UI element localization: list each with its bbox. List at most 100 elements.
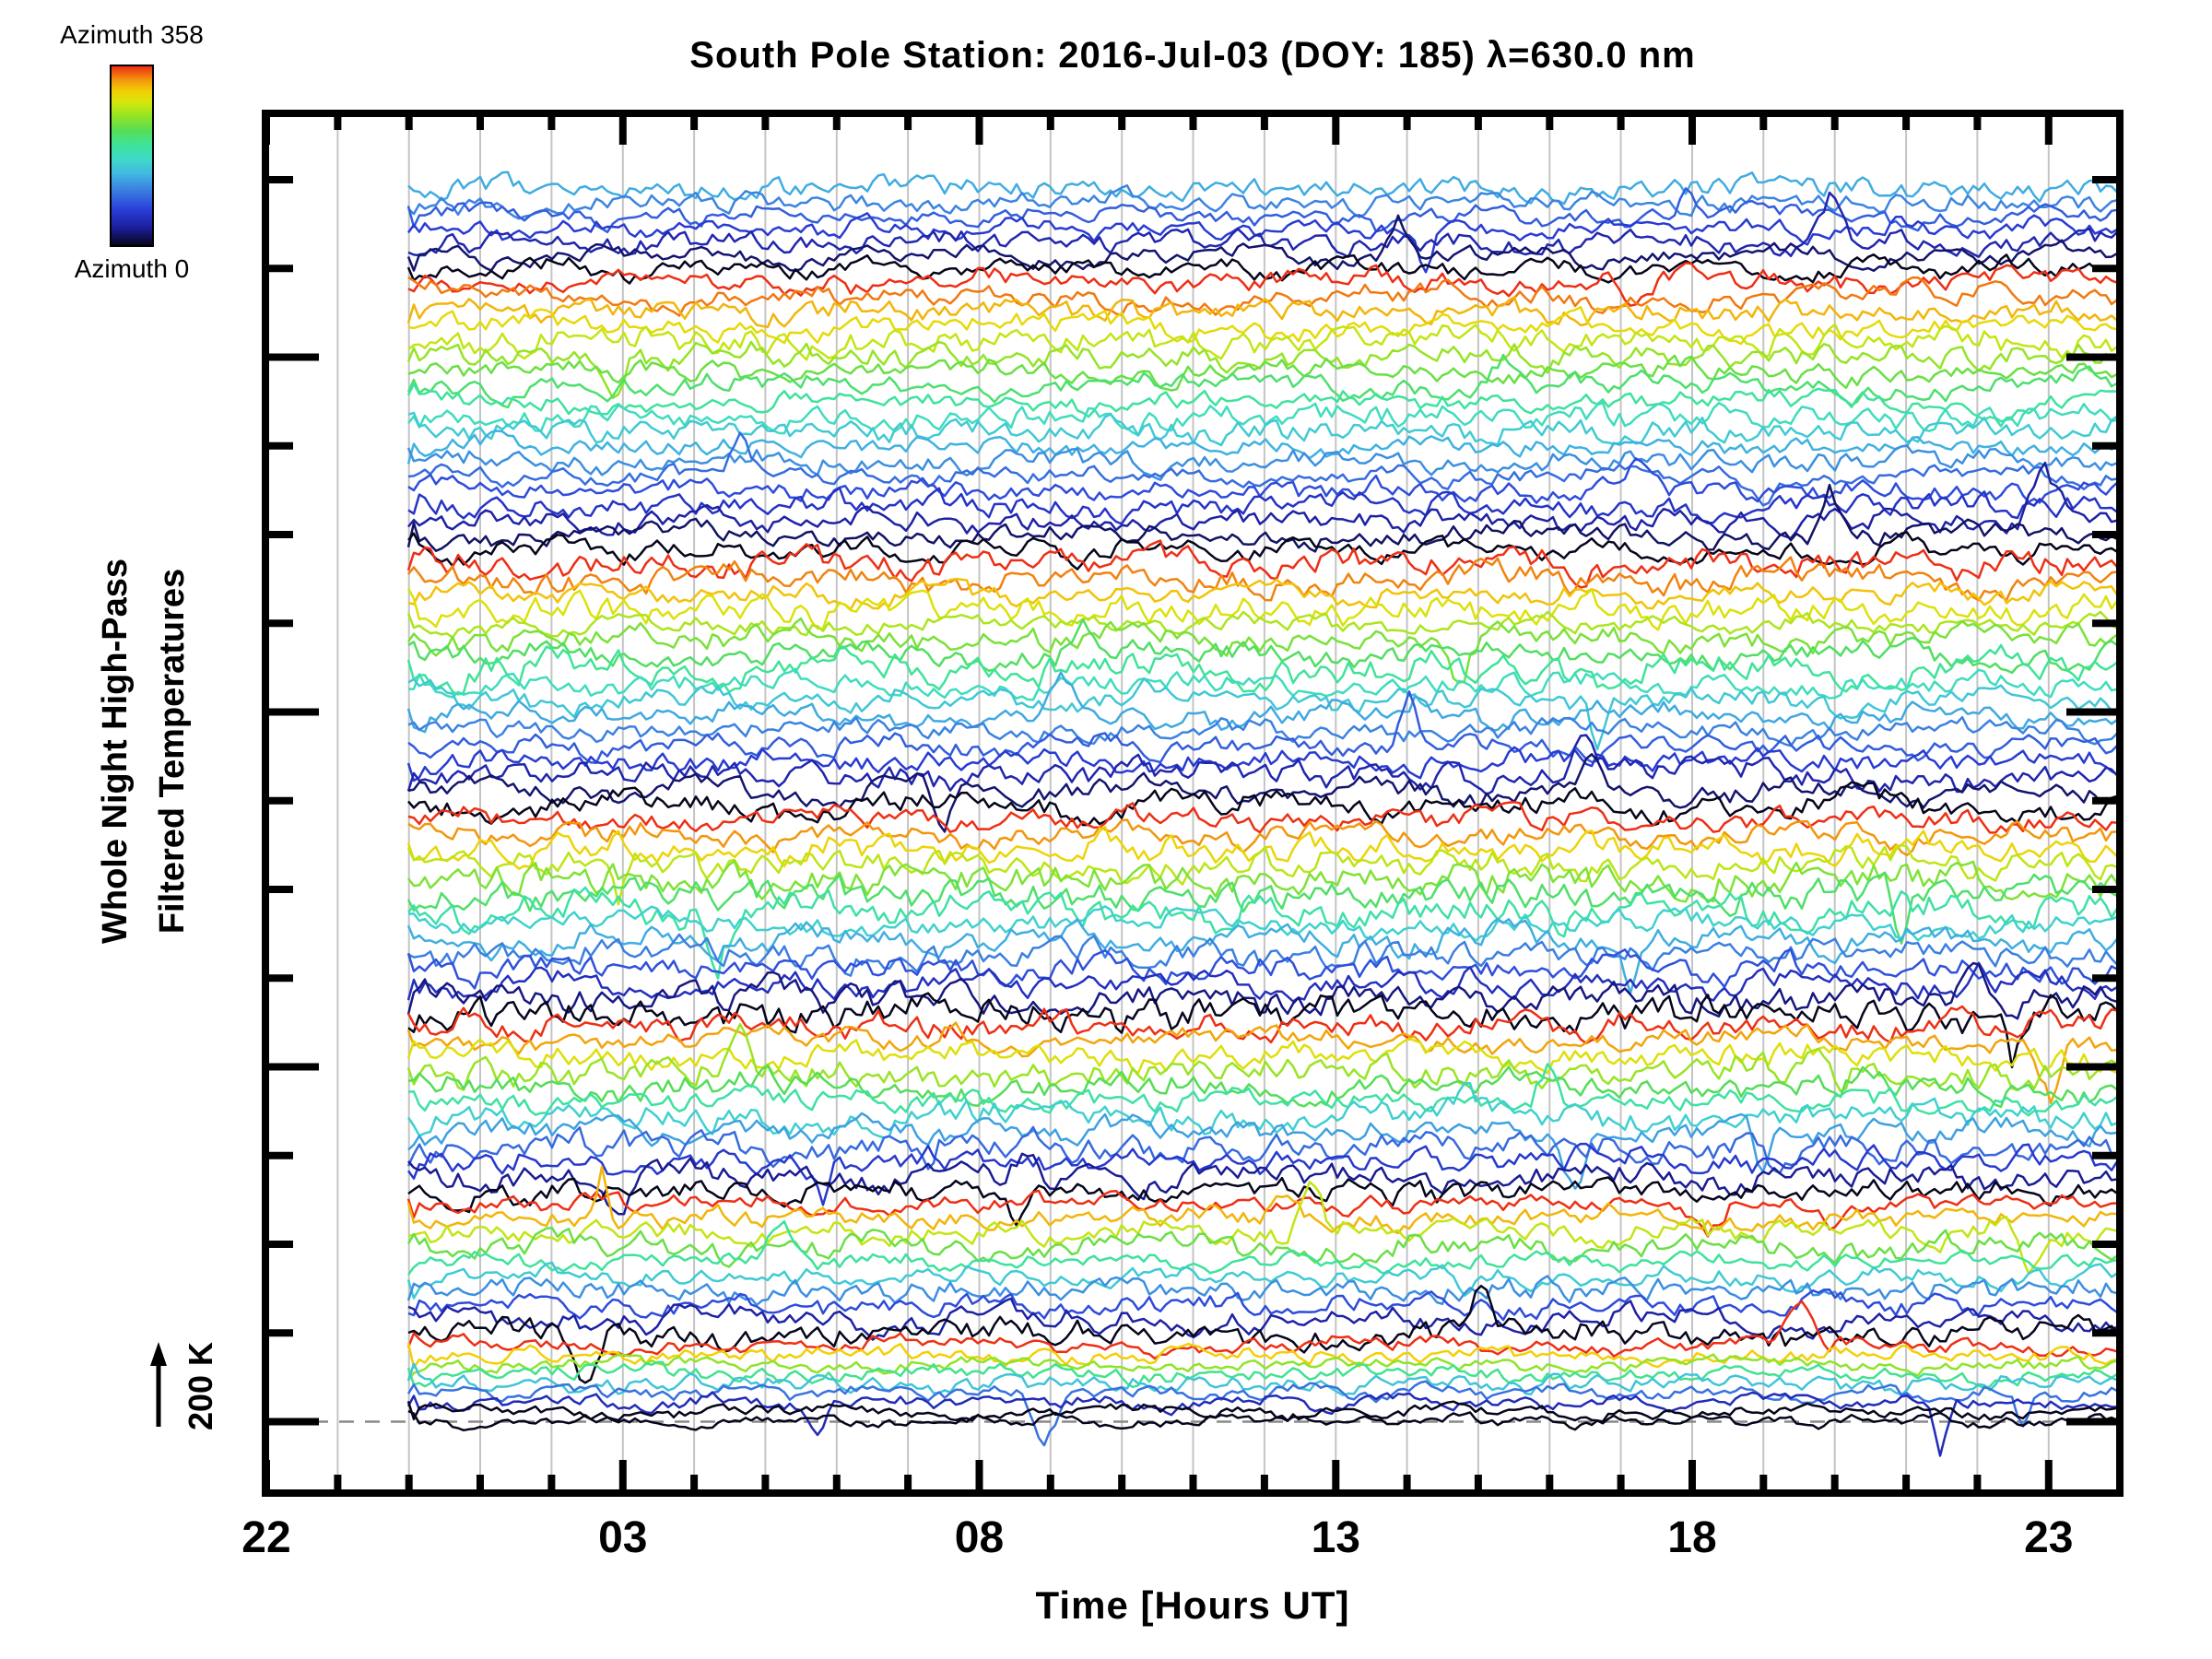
trace <box>407 1064 2121 1109</box>
trace <box>406 1342 2121 1369</box>
trace <box>406 617 2121 685</box>
trace <box>407 1297 2121 1341</box>
trace <box>407 401 2121 437</box>
plot-frame <box>262 110 2124 1497</box>
trace <box>406 643 2121 696</box>
colorbar <box>110 65 154 247</box>
trace <box>407 354 2121 392</box>
trace <box>406 253 2121 285</box>
trace <box>407 262 2121 307</box>
trace <box>407 1284 2121 1384</box>
trace <box>406 1125 2121 1175</box>
trace <box>407 556 2121 602</box>
trace <box>407 781 2121 827</box>
x-tick-label: 08 <box>955 1513 1004 1562</box>
trace <box>407 1176 2121 1227</box>
x-tick-label: 18 <box>1667 1513 1716 1562</box>
trace <box>407 323 2121 361</box>
colorbar-top-label: Azimuth 358 <box>60 20 204 49</box>
trace <box>406 1021 2121 1104</box>
trace <box>407 184 2121 220</box>
trace <box>406 1165 2121 1235</box>
x-tick-label: 13 <box>1312 1513 1360 1562</box>
trace <box>407 171 2121 206</box>
trace <box>407 677 2121 751</box>
trace <box>407 992 2121 1069</box>
trace <box>407 1152 2121 1216</box>
x-tick-label: 23 <box>2024 1513 2073 1562</box>
trace <box>407 1181 2121 1276</box>
trace <box>407 818 2121 857</box>
trace <box>407 191 2121 258</box>
x-tick-label: 22 <box>241 1513 290 1562</box>
trace <box>407 905 2121 942</box>
trace <box>407 1353 2121 1382</box>
trace <box>407 487 2121 525</box>
trace <box>406 429 2121 465</box>
y-scale-label: 200 K <box>182 1341 219 1431</box>
trace <box>407 1288 2121 1322</box>
trace <box>407 431 2121 507</box>
trace <box>406 587 2122 631</box>
scale-arrow-head <box>150 1342 167 1366</box>
trace <box>406 871 2121 945</box>
trace <box>407 801 2121 834</box>
trace <box>406 187 2121 234</box>
trace <box>406 734 2121 796</box>
trace <box>406 1037 2121 1076</box>
trace <box>406 296 2121 329</box>
trace <box>406 444 2121 481</box>
trace <box>407 577 2122 611</box>
trace <box>406 961 2121 1003</box>
trace <box>407 1409 2121 1432</box>
trace <box>407 305 2121 346</box>
y-axis-label: Whole Night High-Pass Filtered Temperatu… <box>87 290 201 1212</box>
trace <box>406 1005 2121 1045</box>
trace <box>406 214 2121 273</box>
trace <box>406 610 2121 639</box>
trace <box>407 753 2121 833</box>
trace <box>406 1391 2120 1457</box>
trace <box>406 1227 2121 1268</box>
y-axis-label-line2: Filtered Temperatures <box>153 568 192 935</box>
trace <box>406 1300 2121 1360</box>
trace <box>406 353 2121 409</box>
trace <box>406 1360 2121 1390</box>
trace <box>406 671 2121 734</box>
trace <box>407 667 2121 701</box>
trace <box>406 483 2121 553</box>
trace <box>406 1023 2121 1093</box>
trace <box>407 715 2121 747</box>
x-axis-title: Time [Hours UT] <box>1035 1583 1350 1627</box>
trace <box>406 1189 2121 1238</box>
trace <box>406 947 2121 990</box>
plot-title: South Pole Station: 2016-Jul-03 (DOY: 18… <box>689 35 1696 76</box>
trace <box>406 1362 2121 1396</box>
trace <box>406 961 2121 1020</box>
trace <box>406 1081 2121 1139</box>
trace <box>407 461 2121 540</box>
trace <box>406 212 2121 274</box>
ticks <box>263 115 2118 1491</box>
trace <box>407 690 2121 764</box>
x-tick-label: 03 <box>598 1513 647 1562</box>
colorbar-bottom-label: Azimuth 0 <box>74 254 190 283</box>
x-tick-labels: 22 03 08 13 18 23 <box>241 1513 2073 1562</box>
trace-group <box>406 171 2122 1457</box>
trace <box>407 1112 2121 1190</box>
y-axis-label-line1: Whole Night High-Pass <box>96 559 135 944</box>
trace <box>406 382 2121 428</box>
trace <box>407 1063 2121 1117</box>
trace <box>406 1261 2121 1300</box>
trace <box>407 411 2121 447</box>
trace <box>406 539 2121 589</box>
trace <box>406 843 2121 906</box>
trace <box>407 531 2121 571</box>
trace <box>406 746 2121 782</box>
trace <box>407 886 2122 980</box>
trace <box>406 1219 2121 1276</box>
trace <box>406 917 2121 994</box>
trace <box>406 1142 2122 1206</box>
